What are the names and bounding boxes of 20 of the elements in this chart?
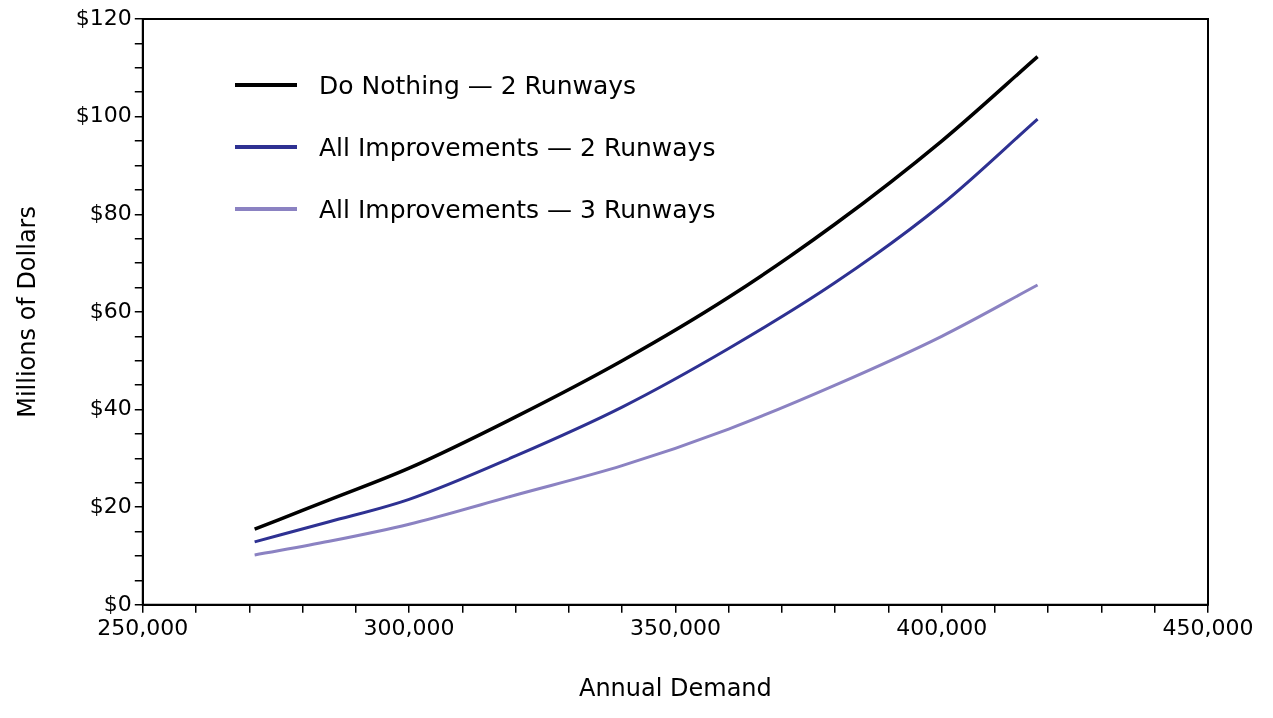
y-tick-label: $100 <box>75 102 132 128</box>
y-axis-title: Millions of Dollars <box>12 206 41 418</box>
legend-label: All Improvements — 2 Runways <box>319 132 716 162</box>
y-tick-label: $120 <box>75 4 132 30</box>
x-axis-title: Annual Demand <box>578 673 772 702</box>
x-tick-label: 450,000 <box>1162 614 1254 640</box>
y-tick-label: $0 <box>103 590 132 616</box>
legend-label: All Improvements — 3 Runways <box>319 194 716 224</box>
y-tick-label: $80 <box>89 199 132 225</box>
y-tick-label: $20 <box>89 492 132 518</box>
line-series <box>252 54 1040 531</box>
line-series <box>253 117 1040 544</box>
x-tick-label: 400,000 <box>896 614 988 640</box>
legend-label: Do Nothing — 2 Runways <box>319 70 637 100</box>
y-tick-label: $40 <box>89 395 132 421</box>
y-tick-label: $60 <box>89 297 132 323</box>
x-tick-label: 350,000 <box>629 614 721 640</box>
line-series <box>253 283 1040 557</box>
x-tick-label: 300,000 <box>363 614 455 640</box>
x-tick-label: 250,000 <box>97 614 189 640</box>
